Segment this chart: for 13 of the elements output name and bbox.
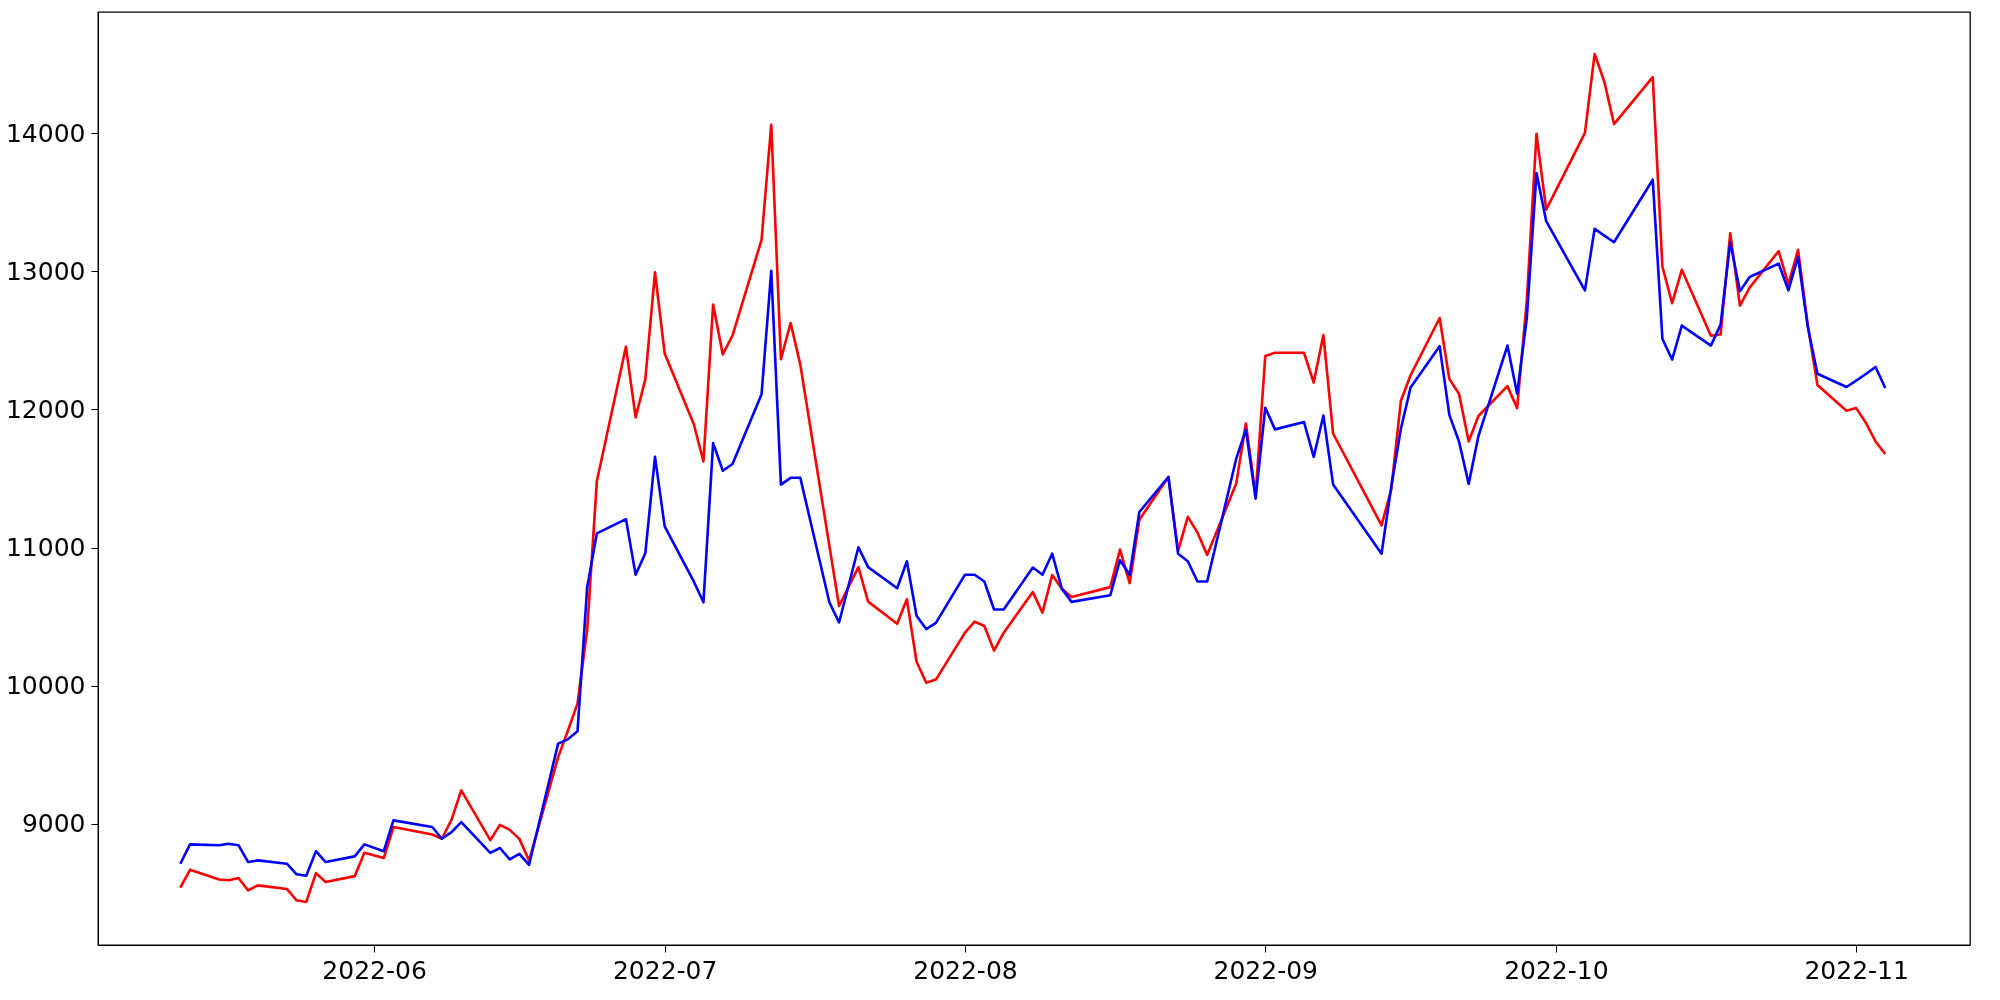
x-tick-label: 2022-08	[913, 955, 1018, 985]
x-tick-label: 2022-11	[1804, 955, 1909, 985]
y-tick-label: 12000	[5, 394, 86, 424]
y-tick-label: 11000	[5, 533, 86, 563]
line-series	[179, 171, 1887, 878]
y-tick-label: 14000	[5, 118, 86, 148]
x-tick-label: 2022-09	[1213, 955, 1319, 985]
x-tick-label: 2022-10	[1504, 955, 1609, 985]
x-tick-label: 2022-06	[322, 955, 427, 985]
y-tick-label: 13000	[5, 256, 86, 286]
x-tick-label: 2022-07	[612, 955, 718, 985]
y-tick-label: 9000	[21, 809, 86, 839]
y-tick-label: 10000	[5, 671, 86, 701]
